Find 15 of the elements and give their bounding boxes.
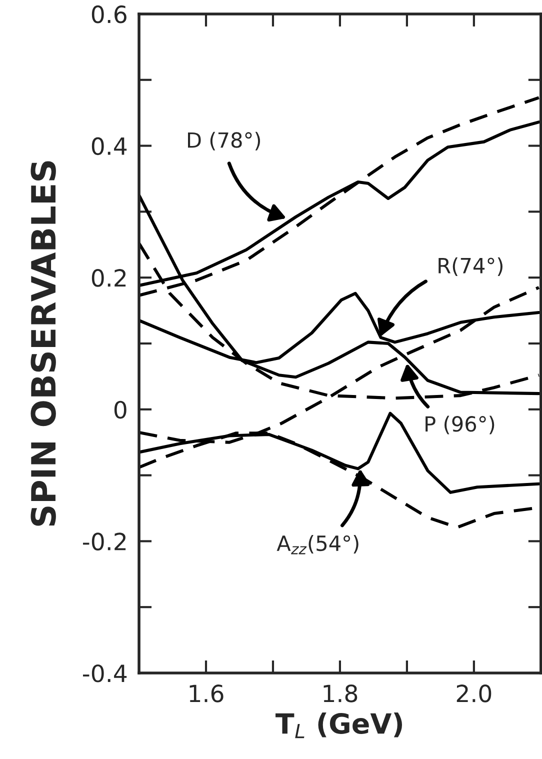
y-tick-label: 0.6 xyxy=(92,5,126,24)
annotation: P (96°) xyxy=(426,416,494,434)
y-tick-label: -0.2 xyxy=(83,532,126,551)
x-axis-title: T$_{L}$ (GeV) xyxy=(276,712,402,738)
y-axis-title: SPIN OBSERVABLES xyxy=(30,161,56,526)
y-tick-label: 0.4 xyxy=(92,137,127,156)
y-tick-label: -0.4 xyxy=(83,664,127,682)
annotation: R(74°) xyxy=(438,257,502,276)
x-tick-label: 2.0 xyxy=(456,684,492,702)
y-tick-label: 0.2 xyxy=(92,269,126,287)
y-tick-label: 0 xyxy=(114,400,126,419)
annotation: D (78°) xyxy=(188,132,260,150)
annotation: A$_{zz}$(54°) xyxy=(276,535,358,554)
x-tick-label: 1.8 xyxy=(324,684,358,702)
x-tick-label: 1.6 xyxy=(190,684,224,702)
